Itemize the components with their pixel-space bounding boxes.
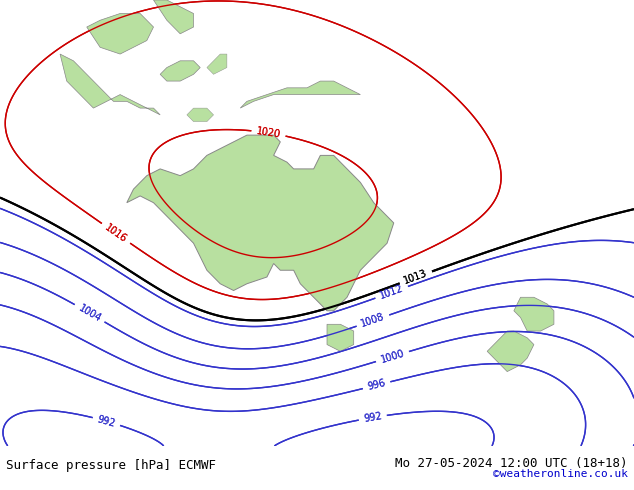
Text: 1013: 1013 [403,269,429,286]
Text: 1012: 1012 [378,283,405,301]
Polygon shape [153,0,193,34]
Polygon shape [60,54,160,115]
Polygon shape [327,324,354,351]
Text: 1000: 1000 [379,348,406,365]
Text: 1004: 1004 [77,303,103,324]
Text: 1013: 1013 [403,269,429,286]
Polygon shape [487,331,534,371]
Polygon shape [207,54,227,74]
Text: Mo 27-05-2024 12:00 UTC (18+18): Mo 27-05-2024 12:00 UTC (18+18) [395,457,628,470]
Polygon shape [514,297,554,331]
Polygon shape [187,108,214,122]
Text: 1008: 1008 [359,312,386,329]
Text: 996: 996 [366,378,387,392]
Text: 1004: 1004 [77,303,103,324]
Text: 1020: 1020 [256,126,281,140]
Text: 1008: 1008 [359,312,386,329]
Text: ©weatheronline.co.uk: ©weatheronline.co.uk [493,469,628,479]
Text: Surface pressure [hPa] ECMWF: Surface pressure [hPa] ECMWF [6,459,216,472]
Text: 992: 992 [96,414,117,429]
Text: 1020: 1020 [256,126,281,140]
Text: 1000: 1000 [379,348,406,365]
Polygon shape [87,14,153,54]
Text: 992: 992 [363,411,383,424]
Text: 1016: 1016 [103,222,129,245]
Text: 996: 996 [366,378,387,392]
Text: 992: 992 [363,411,383,424]
Polygon shape [160,61,200,81]
Text: 1012: 1012 [378,283,405,301]
Text: 1016: 1016 [103,222,129,245]
Polygon shape [127,135,394,311]
Polygon shape [240,81,360,108]
Text: 992: 992 [96,414,117,429]
